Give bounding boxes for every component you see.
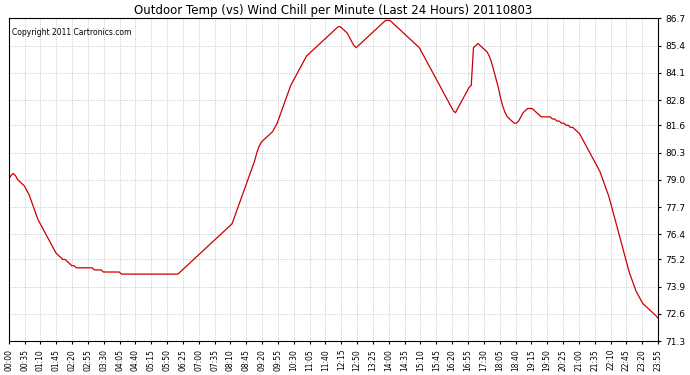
Title: Outdoor Temp (vs) Wind Chill per Minute (Last 24 Hours) 20110803: Outdoor Temp (vs) Wind Chill per Minute … xyxy=(135,4,533,17)
Text: Copyright 2011 Cartronics.com: Copyright 2011 Cartronics.com xyxy=(12,28,131,37)
